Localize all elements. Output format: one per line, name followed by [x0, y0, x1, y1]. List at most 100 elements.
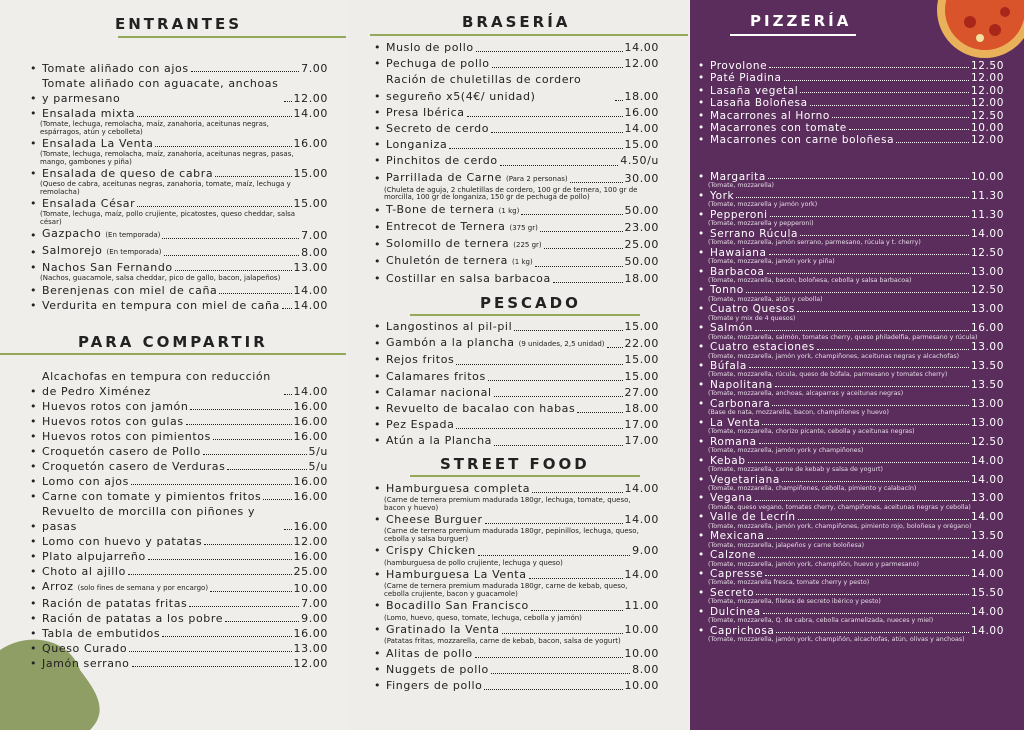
dot-leader: [449, 148, 623, 150]
bullet: •: [698, 511, 705, 524]
item-description: (Tomate, mozzarella fresca, tomate cherr…: [708, 579, 870, 587]
dot-leader: [490, 673, 631, 675]
menu-item: • Barbacoa 13.00 (Tomate, mozzarella, bacon…: [698, 266, 1004, 285]
menu-item: • Lasaña Boloñesa 12.00: [698, 97, 1004, 109]
item-description: (Tomate, mozzarella, jamón york, champiñ…: [708, 522, 972, 530]
menu-item: • Calamares fritos 15.00: [374, 369, 659, 385]
item-label: Vegetariana: [710, 474, 780, 486]
item-price: 15.00: [293, 167, 328, 180]
dot-leader: [748, 367, 969, 369]
item-price: 12.00: [970, 97, 1004, 110]
dot-leader: [137, 206, 292, 207]
item-tag: (1 kg): [498, 206, 520, 215]
item-description: (Tomate, mozzarella y jamón york): [708, 201, 818, 209]
item-row: • Jamón serrano 12.00: [30, 656, 328, 671]
item-row: • Macarrones al Horno 12.50: [698, 110, 1004, 122]
item-label: Caprichosa: [710, 625, 774, 637]
item-label: Chuletón de ternera (1 kg): [386, 253, 533, 270]
bullet: •: [698, 624, 705, 637]
menu-item: • Bocadillo San Francisco 11.00 (Lomo, huev…: [374, 598, 659, 622]
item-description: (hamburguesa de pollo crujiente, lechuga…: [384, 558, 563, 567]
bullet: •: [374, 418, 382, 432]
item-row: • Arroz (solo fines de semana y por encarg…: [30, 579, 328, 596]
item-row: • Berenjenas con miel de caña 14.00: [30, 283, 328, 298]
bullet: •: [374, 599, 382, 613]
dot-leader: [283, 101, 292, 102]
menu-item: • Tomate aliñado con aguacate, anchoas y …: [30, 76, 328, 106]
item-price: 16.00: [293, 627, 328, 640]
item-row: • Serrano Rúcula 14.00: [698, 228, 1004, 240]
item-row: • Nuggets de pollo 8.00: [374, 662, 659, 678]
bullet: •: [698, 246, 705, 259]
item-name: Calamar nacional: [386, 385, 492, 399]
item-price: 14.00: [624, 568, 659, 582]
menu-item: • Provolone 12.50: [698, 60, 1004, 72]
item-row: • Vegetariana 14.00: [698, 474, 1004, 486]
item-label: La Venta: [710, 417, 760, 429]
item-price: 11.30: [970, 189, 1004, 202]
item-row: • Pechuga de pollo 12.00: [374, 56, 659, 72]
item-name: Napolitana: [710, 378, 773, 391]
item-name: Presa Ibérica: [386, 105, 465, 119]
item-price: 12.00: [293, 92, 328, 105]
item-description: (Tomate, mozzarella, atún y cebolla): [708, 295, 823, 303]
item-description: (Tomate, mozzarella, carne de kebab y sa…: [708, 466, 883, 473]
item-list: • Hamburguesa completa 14.00 (Carne de tern…: [374, 481, 659, 694]
item-label: Fingers de pollo: [386, 678, 482, 694]
item-name: Entrecot de Ternera: [386, 220, 506, 234]
menu-item: • Crispy Chicken 9.00 (hamburguesa de pollo…: [374, 543, 659, 567]
bullet: •: [698, 530, 705, 543]
dot-leader: [477, 554, 631, 556]
item-price: 13.50: [970, 530, 1004, 543]
item-description: (Tomate, mozzarella, jamón york, champiñ…: [708, 636, 965, 644]
item-description: (Lomo, huevo, queso, tomate, lechuga, ce…: [384, 613, 582, 622]
item-name: Lomo con huevo y patatas: [42, 535, 203, 548]
item-label: Crispy Chicken: [386, 543, 476, 559]
menu-item: • Longaniza 15.00: [374, 137, 659, 153]
dot-leader: [772, 405, 969, 407]
item-row: • Ensalada mixta 14.00: [30, 106, 328, 121]
item-price: 16.00: [293, 430, 328, 443]
bullet: •: [30, 283, 38, 297]
menu-item: • Langostinos al pil-pil 15.00: [374, 319, 659, 335]
item-label: Revuelto de bacalao con habas: [386, 401, 575, 417]
item-label: Pepperoni: [710, 209, 768, 221]
item-row: • Chuletón de ternera (1 kg) 50.00: [374, 253, 659, 270]
item-price: 16.00: [970, 322, 1004, 335]
item-tag: (225 gr): [513, 241, 542, 250]
item-price: 12.50: [970, 284, 1004, 297]
menu-item: • Costillar en salsa barbacoa 18.00: [374, 271, 659, 287]
item-name: Macarrones con tomate: [710, 122, 847, 135]
dot-leader: [754, 499, 969, 501]
item-name: Ensalada César: [42, 197, 136, 210]
item-row: • Tomate aliñado con aguacate, anchoas y …: [30, 76, 328, 106]
item-description: (Patatas fritas, mozzarella, carne de ke…: [384, 637, 621, 646]
bullet: •: [698, 60, 705, 72]
dot-leader: [456, 428, 623, 430]
item-row: • Margarita 10.00: [698, 171, 1004, 183]
item-label: Revuelto de morcilla con piñones y pasas: [42, 504, 282, 534]
menu-item: • Kebab 14.00 (Tomate, mozzarella, carne de…: [698, 455, 1004, 474]
menu-item: • Hamburguesa completa 14.00 (Carne de tern…: [374, 481, 659, 512]
dot-leader: [283, 394, 292, 395]
dot-leader: [127, 574, 292, 575]
dot-leader: [797, 518, 969, 520]
item-price: 15.00: [624, 320, 659, 333]
menu-item: • Vegetariana 14.00 (Tomate, mozzarella, ch…: [698, 474, 1004, 493]
bullet: •: [374, 385, 382, 399]
dot-leader: [190, 409, 292, 410]
bullet: •: [374, 89, 382, 103]
bullet: •: [698, 360, 705, 373]
item-price: 13.00: [970, 341, 1004, 354]
section-header: STREET FOOD: [440, 455, 590, 473]
item-row: • Cuatro Quesos 13.00: [698, 303, 1004, 315]
item-label: Cuatro estaciones: [710, 341, 815, 353]
bullet: •: [374, 646, 382, 660]
bullet: •: [698, 171, 705, 183]
menu-item: • Huevos rotos con jamón 16.00: [30, 399, 328, 414]
item-name: Lasaña vegetal: [710, 84, 799, 97]
item-name: Jamón serrano: [42, 657, 130, 670]
item-row: • Vegana 13.00: [698, 492, 1004, 504]
item-name: T-Bone de ternera: [386, 202, 495, 216]
item-price: 27.00: [624, 385, 659, 399]
